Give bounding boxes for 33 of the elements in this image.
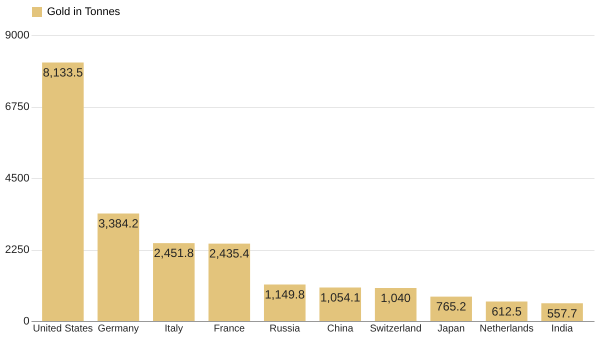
y-tick-label: 4500 <box>5 172 30 184</box>
y-tick-label: 6750 <box>5 101 30 113</box>
x-tick-label: India <box>551 324 574 334</box>
data-label: 1,040 <box>380 290 412 305</box>
x-tick-label: Germany <box>98 324 139 334</box>
x-tick-label: China <box>327 324 354 334</box>
data-label: 1,149.8 <box>264 287 306 302</box>
x-tick-label: Netherlands <box>480 324 534 334</box>
bar <box>208 244 250 321</box>
data-label: 8,133.5 <box>42 66 84 80</box>
y-tick-label: 0 <box>23 316 30 328</box>
data-label: 765.2 <box>436 300 467 314</box>
legend-label: Gold in Tonnes <box>47 6 121 18</box>
data-label: 3,384.2 <box>98 216 139 230</box>
data-label: 557.7 <box>547 306 578 320</box>
x-tick-label: Switzerland <box>370 324 422 334</box>
y-tick-label: 2250 <box>5 244 30 256</box>
bar <box>319 288 362 321</box>
data-label: 2,451.8 <box>154 246 194 260</box>
data-label: 2,435.4 <box>209 246 250 261</box>
x-tick-label: Russia <box>269 324 300 334</box>
bar <box>374 288 416 321</box>
bar <box>98 213 140 321</box>
x-tick-label: United States <box>32 324 93 334</box>
data-label: 612.5 <box>492 304 522 319</box>
bar <box>42 62 84 321</box>
bar <box>153 243 195 321</box>
bar <box>264 284 306 321</box>
data-label: 1,054.1 <box>320 290 361 305</box>
y-tick-label: 9000 <box>5 30 30 42</box>
x-tick-label: France <box>214 324 246 334</box>
x-tick-label: Italy <box>164 324 183 334</box>
x-tick-label: Japan <box>438 324 465 334</box>
